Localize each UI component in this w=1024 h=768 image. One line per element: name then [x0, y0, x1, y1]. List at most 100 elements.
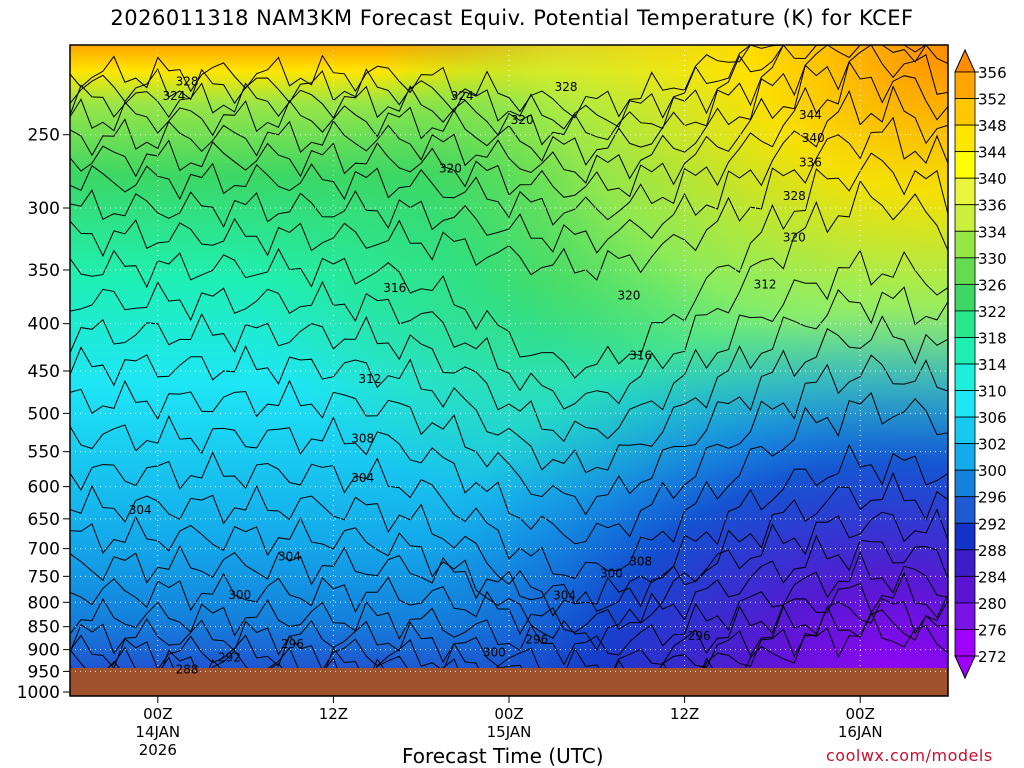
y-tick-label: 800: [28, 593, 60, 613]
x-tick-label: 00Z: [143, 705, 172, 723]
y-tick-label: 400: [28, 315, 60, 335]
colorbar-swatch: [954, 337, 976, 365]
colorbar-label: 306: [978, 409, 1007, 427]
contour-label: 320: [439, 162, 462, 176]
contour-label: 296: [281, 637, 304, 651]
x-tick-label: 16JAN: [838, 723, 883, 741]
y-tick-label: 550: [28, 443, 60, 463]
colorbar-label: 300: [978, 462, 1007, 480]
colorbar-label: 318: [978, 329, 1007, 347]
x-axis-label: Forecast Time (UTC): [402, 744, 604, 768]
colorbar-swatch: [954, 469, 976, 498]
colorbar-swatch: [954, 549, 976, 577]
contour-label: 324: [451, 89, 474, 103]
ground-surface: [70, 668, 948, 696]
contour-line: [70, 85, 948, 254]
colorbar-swatch: [954, 390, 976, 418]
colorbar-label: 336: [978, 197, 1007, 215]
colorbar-label: 322: [978, 303, 1007, 321]
colorbar-swatch: [954, 443, 976, 471]
colorbar-label: 272: [978, 648, 1007, 666]
colorbar-label: 314: [978, 356, 1007, 374]
colorbar-label: 356: [978, 64, 1007, 82]
y-tick-label: 850: [28, 618, 60, 638]
colorbar-swatch: [954, 629, 976, 657]
contour-label: 308: [629, 555, 652, 569]
contour-label: 328: [176, 74, 199, 88]
contour-label: 324: [162, 89, 185, 103]
contour-label: 312: [754, 278, 777, 292]
colorbar-label: 284: [978, 568, 1007, 586]
contour-line: [70, 598, 948, 687]
colorbar-label: 296: [978, 489, 1007, 507]
contour-label: 328: [783, 189, 806, 203]
colorbar-label: 344: [978, 144, 1007, 162]
contour-label: 292: [218, 651, 241, 665]
x-tick-label: 12Z: [319, 705, 348, 723]
contour-label: 320: [618, 289, 641, 303]
colorbar-swatch: [954, 310, 976, 338]
colorbar-label: 326: [978, 276, 1007, 294]
contour-label: 336: [799, 156, 822, 170]
y-tick-label: 250: [28, 126, 60, 146]
contour-line: [70, 45, 948, 119]
colorbar-label: 288: [978, 542, 1007, 560]
colorbar-swatch: [954, 177, 976, 206]
y-tick-label: 650: [28, 510, 60, 530]
contour-line: [70, 286, 948, 474]
x-tick-label: 15JAN: [487, 723, 532, 741]
y-tick-label: 900: [28, 641, 60, 661]
colorbar-label: 276: [978, 621, 1007, 639]
colorbar-swatch: [954, 283, 976, 312]
colorbar-swatch: [954, 257, 976, 285]
contour-label: 316: [383, 281, 406, 295]
colorbar-label: 340: [978, 170, 1007, 188]
colorbar-swatch: [954, 124, 976, 153]
contour-line: [70, 60, 948, 226]
contour-label: 320: [511, 113, 534, 127]
y-tick-label: 350: [28, 261, 60, 281]
colorbar-swatch: [954, 151, 976, 179]
colorbar: 356 352 348 344 340 336 334 330 326 322 318 314 310 3…: [954, 48, 1007, 680]
credit-text: coolwx.com/models: [826, 746, 993, 765]
colorbar-label: 310: [978, 383, 1007, 401]
x-tick-label: 12Z: [670, 705, 699, 723]
colorbar-swatch: [954, 98, 976, 126]
contour-line: [70, 249, 948, 443]
contour-line: [70, 315, 948, 516]
contour-label: 304: [553, 589, 576, 603]
colorbar-label: 348: [978, 117, 1007, 135]
x-tick-label: 00Z: [846, 705, 875, 723]
colorbar-label: 292: [978, 515, 1007, 533]
y-tick-label: 500: [28, 404, 60, 424]
x-tick-label: 2026: [139, 741, 177, 759]
contour-line: [70, 45, 948, 146]
contour-label: 300: [228, 588, 251, 602]
colorbar-swatch: [954, 230, 976, 259]
y-tick-label: 450: [28, 362, 60, 382]
colorbar-label: 334: [978, 223, 1007, 241]
y-tick-label: 300: [28, 199, 60, 219]
contour-label: 304: [129, 503, 152, 517]
contour-line: [70, 443, 948, 617]
x-tick-label: 00Z: [494, 705, 523, 723]
contour-line: [70, 471, 948, 651]
colorbar-swatch: [954, 496, 976, 524]
x-tick-label: 14JAN: [135, 723, 180, 741]
y-tick-label: 950: [28, 662, 60, 682]
colorbar-label: 352: [978, 91, 1007, 109]
y-tick-label: 1000: [17, 683, 60, 703]
colorbar-swatch: [954, 522, 976, 551]
contour-label: 296: [688, 629, 711, 643]
contour-label: 296: [525, 633, 548, 647]
contour-line: [70, 179, 948, 410]
contour-label: 308: [351, 431, 374, 445]
contour-line: [70, 551, 948, 666]
contour-label: 328: [555, 80, 578, 94]
contour-line: [70, 534, 948, 636]
colorbar-label: 280: [978, 595, 1007, 613]
colorbar-swatch: [954, 602, 976, 630]
contour-label: 344: [799, 108, 822, 122]
contour-line: [70, 571, 948, 683]
